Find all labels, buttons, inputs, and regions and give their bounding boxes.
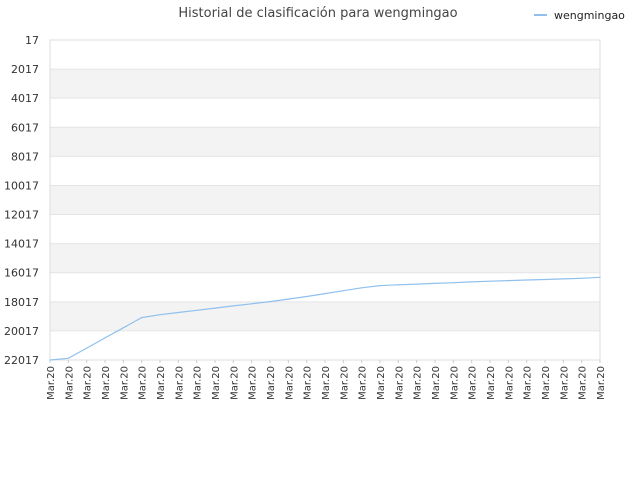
data-point	[379, 284, 381, 287]
x-tick-label: Mar.20	[83, 366, 94, 400]
y-tick-label: 16017	[4, 267, 39, 280]
x-tick-label: Mar.20	[559, 366, 570, 400]
y-tick-label: 4017	[11, 92, 39, 105]
data-point	[232, 305, 234, 307]
x-tick-label: Mar.20	[64, 366, 75, 400]
x-tick-label: Mar.20	[174, 366, 185, 400]
x-tick-label: Mar.20	[101, 366, 112, 400]
plot-band	[50, 69, 600, 99]
data-point	[361, 287, 363, 289]
y-tick-label: 6017	[11, 121, 39, 134]
x-tick-label: Mar.20	[578, 366, 589, 400]
x-tick-label: Mar.20	[376, 366, 387, 400]
x-tick-label: Mar.20	[504, 366, 515, 400]
data-point	[251, 303, 253, 305]
x-tick-label: Mar.20	[449, 366, 460, 400]
data-point	[507, 280, 509, 282]
data-point	[141, 316, 143, 319]
x-tick-label: Mar.20	[193, 366, 204, 400]
legend-label: wengmingao	[554, 9, 625, 22]
data-point	[581, 277, 583, 279]
x-tick-label: Mar.20	[596, 366, 607, 400]
y-tick-label: 17	[25, 34, 39, 47]
x-tick-label: Mar.20	[431, 366, 442, 400]
data-point	[324, 292, 326, 295]
plot-band	[50, 185, 600, 215]
data-point	[306, 295, 308, 298]
plot-bands	[50, 69, 600, 331]
x-axis: Mar.20 Mar.20 Mar.20 Mar.20 Mar.20 Mar.20 Mar.…	[46, 360, 607, 400]
y-tick-label: 8017	[11, 150, 39, 163]
data-point	[342, 290, 344, 292]
x-tick-label: Mar.20	[229, 366, 240, 400]
y-tick-label: 12017	[4, 209, 39, 222]
x-tick-label: Mar.20	[394, 366, 405, 400]
series-layer	[49, 276, 601, 361]
x-tick-label: Mar.20	[541, 366, 552, 400]
x-tick-label: Mar.20	[321, 366, 332, 400]
data-point	[269, 300, 271, 303]
y-tick-label: 20017	[4, 325, 39, 338]
y-axis: 17 2017 4017 6017 8017 10017 12017 14017 16017 18…	[4, 34, 39, 367]
x-tick-label: Mar.20	[138, 366, 149, 400]
y-tick-label: 22017	[4, 354, 39, 367]
plot-band	[50, 127, 600, 157]
x-tick-label: Mar.20	[119, 366, 130, 400]
x-tick-label: Mar.20	[468, 366, 479, 400]
data-point	[196, 309, 198, 311]
x-tick-label: Mar.20	[339, 366, 350, 400]
x-tick-label: Mar.20	[46, 366, 57, 400]
data-point	[177, 311, 179, 314]
plot-band	[50, 243, 600, 273]
x-tick-label: Mar.20	[284, 366, 295, 400]
data-point	[434, 282, 436, 284]
data-point	[471, 281, 473, 283]
x-tick-label: Mar.20	[486, 366, 497, 400]
data-point	[544, 278, 546, 281]
data-point	[159, 314, 161, 316]
chart-title: Historial de clasificación para wengming…	[178, 6, 457, 21]
data-point	[287, 298, 289, 300]
x-tick-label: Mar.20	[303, 366, 314, 400]
data-point	[214, 307, 216, 309]
y-tick-label: 2017	[11, 63, 39, 76]
x-tick-label: Mar.20	[358, 366, 369, 400]
y-tick-label: 10017	[4, 179, 39, 192]
data-point	[416, 283, 418, 285]
x-tick-label: Mar.20	[523, 366, 534, 400]
x-tick-label: Mar.20	[266, 366, 277, 400]
data-point	[122, 327, 124, 329]
data-point	[397, 284, 399, 286]
y-tick-label: 18017	[4, 296, 39, 309]
data-point	[599, 276, 601, 278]
data-point	[49, 359, 51, 361]
data-point	[562, 278, 564, 280]
y-tick-label: 14017	[4, 238, 39, 251]
data-point	[86, 347, 88, 349]
plot-band	[50, 301, 600, 331]
x-tick-label: Mar.20	[211, 366, 222, 400]
data-point	[452, 282, 454, 284]
x-tick-label: Mar.20	[413, 366, 424, 400]
data-point	[526, 279, 528, 281]
x-tick-label: Mar.20	[156, 366, 167, 400]
data-point	[104, 337, 106, 339]
data-point	[67, 357, 69, 359]
x-tick-label: Mar.20	[248, 366, 259, 400]
data-point	[489, 280, 491, 282]
